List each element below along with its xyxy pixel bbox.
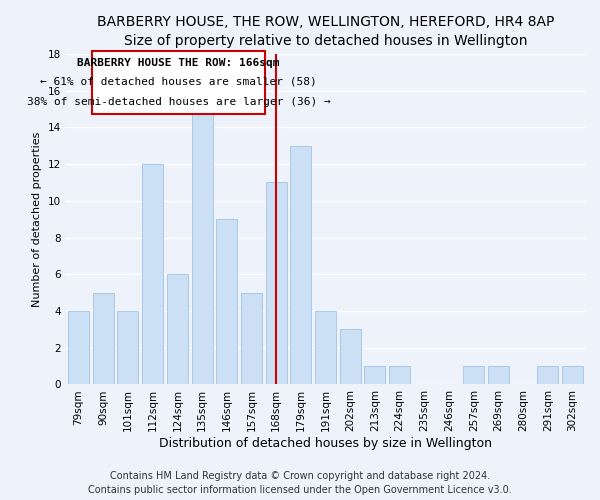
Y-axis label: Number of detached properties: Number of detached properties bbox=[32, 132, 43, 307]
FancyBboxPatch shape bbox=[92, 51, 265, 114]
Bar bbox=[315, 311, 336, 384]
Bar bbox=[290, 146, 311, 384]
Text: 38% of semi-detached houses are larger (36) →: 38% of semi-detached houses are larger (… bbox=[26, 96, 331, 106]
Text: ← 61% of detached houses are smaller (58): ← 61% of detached houses are smaller (58… bbox=[40, 76, 317, 86]
Bar bbox=[92, 292, 113, 384]
Text: Contains HM Land Registry data © Crown copyright and database right 2024.
Contai: Contains HM Land Registry data © Crown c… bbox=[88, 471, 512, 495]
Bar bbox=[340, 330, 361, 384]
Text: BARBERRY HOUSE THE ROW: 166sqm: BARBERRY HOUSE THE ROW: 166sqm bbox=[77, 58, 280, 68]
Bar bbox=[216, 219, 237, 384]
Bar bbox=[167, 274, 188, 384]
Bar bbox=[463, 366, 484, 384]
Bar bbox=[68, 311, 89, 384]
X-axis label: Distribution of detached houses by size in Wellington: Distribution of detached houses by size … bbox=[159, 437, 492, 450]
Bar bbox=[538, 366, 559, 384]
Bar bbox=[118, 311, 139, 384]
Bar bbox=[266, 182, 287, 384]
Bar bbox=[389, 366, 410, 384]
Bar bbox=[364, 366, 385, 384]
Bar bbox=[241, 292, 262, 384]
Title: BARBERRY HOUSE, THE ROW, WELLINGTON, HEREFORD, HR4 8AP
Size of property relative: BARBERRY HOUSE, THE ROW, WELLINGTON, HER… bbox=[97, 15, 554, 48]
Bar bbox=[142, 164, 163, 384]
Bar bbox=[191, 109, 212, 384]
Bar bbox=[562, 366, 583, 384]
Bar bbox=[488, 366, 509, 384]
